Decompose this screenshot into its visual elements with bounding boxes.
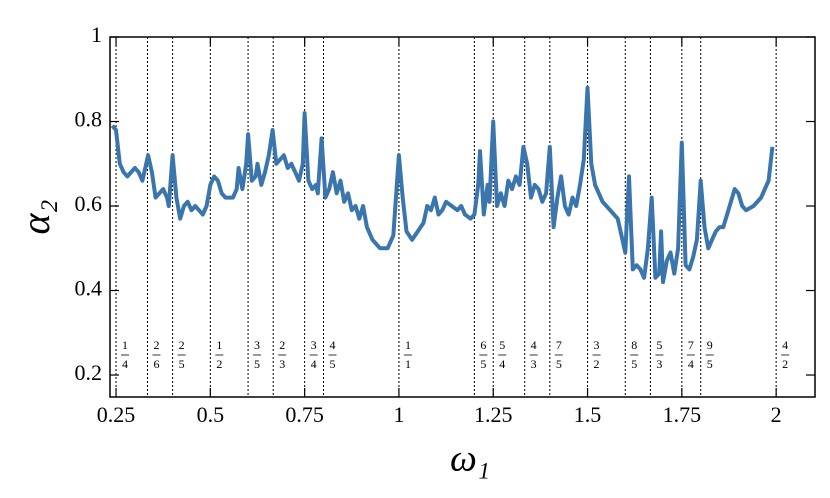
x-axis-label: ω₁ <box>450 438 490 480</box>
fraction-denominator: 4 <box>122 357 128 371</box>
fraction-numerator: 2 <box>179 338 185 352</box>
x-tick-label: 0.5 <box>197 402 225 427</box>
fraction-denominator: 3 <box>531 357 537 371</box>
x-tick-label: 1.25 <box>474 402 513 427</box>
fraction-numerator: 3 <box>594 338 600 352</box>
fraction-numerator: 2 <box>153 338 159 352</box>
fraction-numerator: 8 <box>631 338 637 352</box>
fraction-numerator: 5 <box>499 338 505 352</box>
fraction-numerator: 6 <box>480 338 486 352</box>
fraction-denominator: 5 <box>480 357 486 371</box>
fraction-denominator: 1 <box>405 357 411 371</box>
fraction-numerator: 5 <box>656 338 662 352</box>
fraction-denominator: 2 <box>216 357 222 371</box>
fraction-denominator: 2 <box>594 357 600 371</box>
x-tick-label: 1.5 <box>574 402 602 427</box>
fraction-numerator: 1 <box>122 338 128 352</box>
fraction-numerator: 9 <box>707 338 713 352</box>
y-tick-label: 0.2 <box>75 360 103 385</box>
fraction-numerator: 3 <box>311 338 317 352</box>
fraction-numerator: 4 <box>782 338 788 352</box>
fraction-denominator: 2 <box>782 357 788 371</box>
data-line <box>110 85 775 285</box>
fraction-denominator: 4 <box>499 357 505 371</box>
fraction-denominator: 5 <box>631 357 637 371</box>
fraction-numerator: 7 <box>688 338 694 352</box>
fraction-numerator: 1 <box>216 338 222 352</box>
fraction-numerator: 4 <box>329 338 335 352</box>
fraction-denominator: 3 <box>279 357 285 371</box>
plot-frame <box>109 36 816 398</box>
x-tick-label: 1 <box>393 402 404 427</box>
y-tick-label: 0.6 <box>75 191 103 216</box>
fraction-denominator: 5 <box>556 357 562 371</box>
fraction-denominator: 5 <box>707 357 713 371</box>
y-tick-label: 0.4 <box>75 276 103 301</box>
y-tick-label: 1 <box>91 22 102 47</box>
y-axis-label: α₂ <box>13 200 58 235</box>
fraction-denominator: 5 <box>179 357 185 371</box>
x-tick-label: 0.75 <box>285 402 324 427</box>
fraction-numerator: 4 <box>531 338 537 352</box>
fraction-denominator: 4 <box>311 357 317 371</box>
fraction-denominator: 5 <box>329 357 335 371</box>
fraction-denominator: 5 <box>254 357 260 371</box>
fraction-denominator: 3 <box>656 357 662 371</box>
fraction-numerator: 7 <box>556 338 562 352</box>
y-tick-label: 0.8 <box>75 107 103 132</box>
fraction-numerator: 3 <box>254 338 260 352</box>
x-tick-label: 1.75 <box>663 402 702 427</box>
x-tick-label: 2 <box>771 402 782 427</box>
fraction-denominator: 6 <box>153 357 159 371</box>
fraction-denominator: 4 <box>688 357 694 371</box>
x-tick-label: 0.25 <box>97 402 136 427</box>
fraction-numerator: 2 <box>279 338 285 352</box>
fraction-numerator: 1 <box>405 338 411 352</box>
